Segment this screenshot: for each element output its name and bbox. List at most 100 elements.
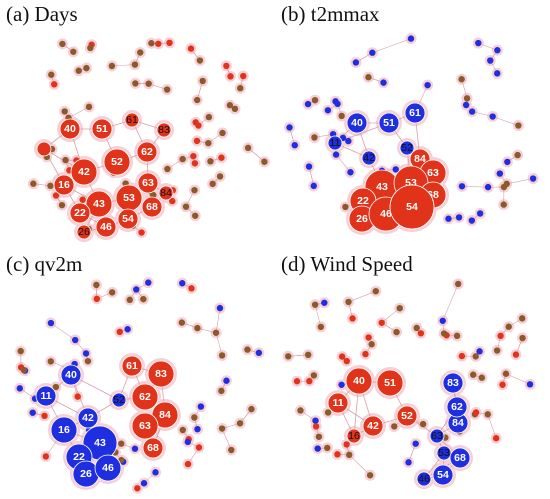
minor-node [17,347,24,355]
panel-t2mmax: 40 51 61 11 42 52 84 63 43 53 22 68 26 46 54 (b) t2mma… [275,0,550,249]
minor-node [515,122,522,129]
minor-node [297,407,304,414]
node-label: 22 [357,195,369,207]
minor-node [478,374,486,381]
node-label: 53 [438,447,450,459]
node-label: 84 [160,187,172,199]
node-label: 52 [401,142,413,154]
minor-node [346,451,353,459]
minor-node [458,352,466,360]
edge [111,64,135,67]
node-40 [59,118,81,140]
minor-node [476,210,484,217]
minor-node [413,324,420,332]
minor-node [218,387,225,395]
node-label: 11 [330,137,341,149]
minor-node [59,40,66,48]
minor-node [311,96,319,104]
minor-node [494,70,501,77]
node-label: 42 [363,152,375,164]
minor-node [223,62,230,70]
minor-node [472,353,479,360]
minor-node [305,163,313,170]
edge [187,447,200,465]
minor-node [228,446,235,454]
edge [288,354,309,357]
node-label: 11 [332,397,343,409]
minor-node [496,170,504,177]
minor-node [140,480,148,487]
minor-node [190,152,197,160]
minor-node [512,351,520,358]
minor-node [179,280,186,287]
minor-node [345,298,352,306]
minor-node [75,67,82,74]
minor-node [47,319,55,327]
node-label: 43 [94,437,106,449]
minor-node [324,107,332,114]
node-51 [376,369,404,397]
minor-node [192,212,199,219]
node-63 [131,412,159,440]
minor-node [61,108,68,115]
edge [247,147,265,162]
node-43 [85,190,113,218]
panel-title: (a) Days [6,2,78,26]
node-label: 40 [351,117,363,129]
halos [282,278,536,489]
minor-node [182,203,190,210]
minor-node [492,435,500,442]
minor-node [79,196,86,203]
network-graph-wind-speed: 40 51 83 11 84 52 62 42 16 63 53 68 46 54 [282,278,536,489]
node-16 [50,416,78,444]
network-graph-days: 40 51 61 83 52 42 62 16 63 43 53 84 22 68 54 46 26 [27,37,270,242]
minor-node [199,77,206,85]
minor-node [332,151,340,158]
node-label: 62 [451,401,463,413]
node-label: 83 [158,124,170,136]
minor-node [338,381,345,388]
node-label: 46 [102,462,114,474]
minor-node [193,96,201,104]
node-label: 61 [409,107,421,119]
minor-node [87,44,94,52]
minor-node [148,40,155,47]
node-label: 62 [139,391,151,403]
minor-node [219,129,226,137]
minor-node [52,192,60,199]
edge [506,178,534,185]
minor-node [347,169,354,176]
node-42 [361,150,377,166]
minor-node [505,323,512,330]
minor-node [378,319,385,326]
node-51 [378,112,400,134]
edge [314,304,322,327]
panel-title: (d) Wind Speed [281,252,413,276]
minor-node [405,459,412,466]
minor-node [58,201,66,209]
minor-node [314,445,321,452]
minor-node [236,420,244,427]
node-label: 83 [155,368,167,380]
minor-node [193,137,201,145]
edge [505,373,531,385]
minor-node [50,81,58,88]
minor-node [237,84,244,92]
minor-node [424,81,431,89]
minor-node [503,180,510,188]
minor-node [152,469,159,476]
minor-node [184,460,192,468]
node-label: 42 [82,412,94,424]
node-label: 54 [122,213,134,225]
minor-node [494,47,501,54]
minor-node [484,411,491,418]
node-68 [141,196,163,218]
minor-node [131,445,139,452]
node-label: 63 [142,177,154,189]
node-46 [94,454,122,482]
minor-node [368,341,375,348]
node-52 [103,148,131,176]
minor-node [412,440,419,447]
